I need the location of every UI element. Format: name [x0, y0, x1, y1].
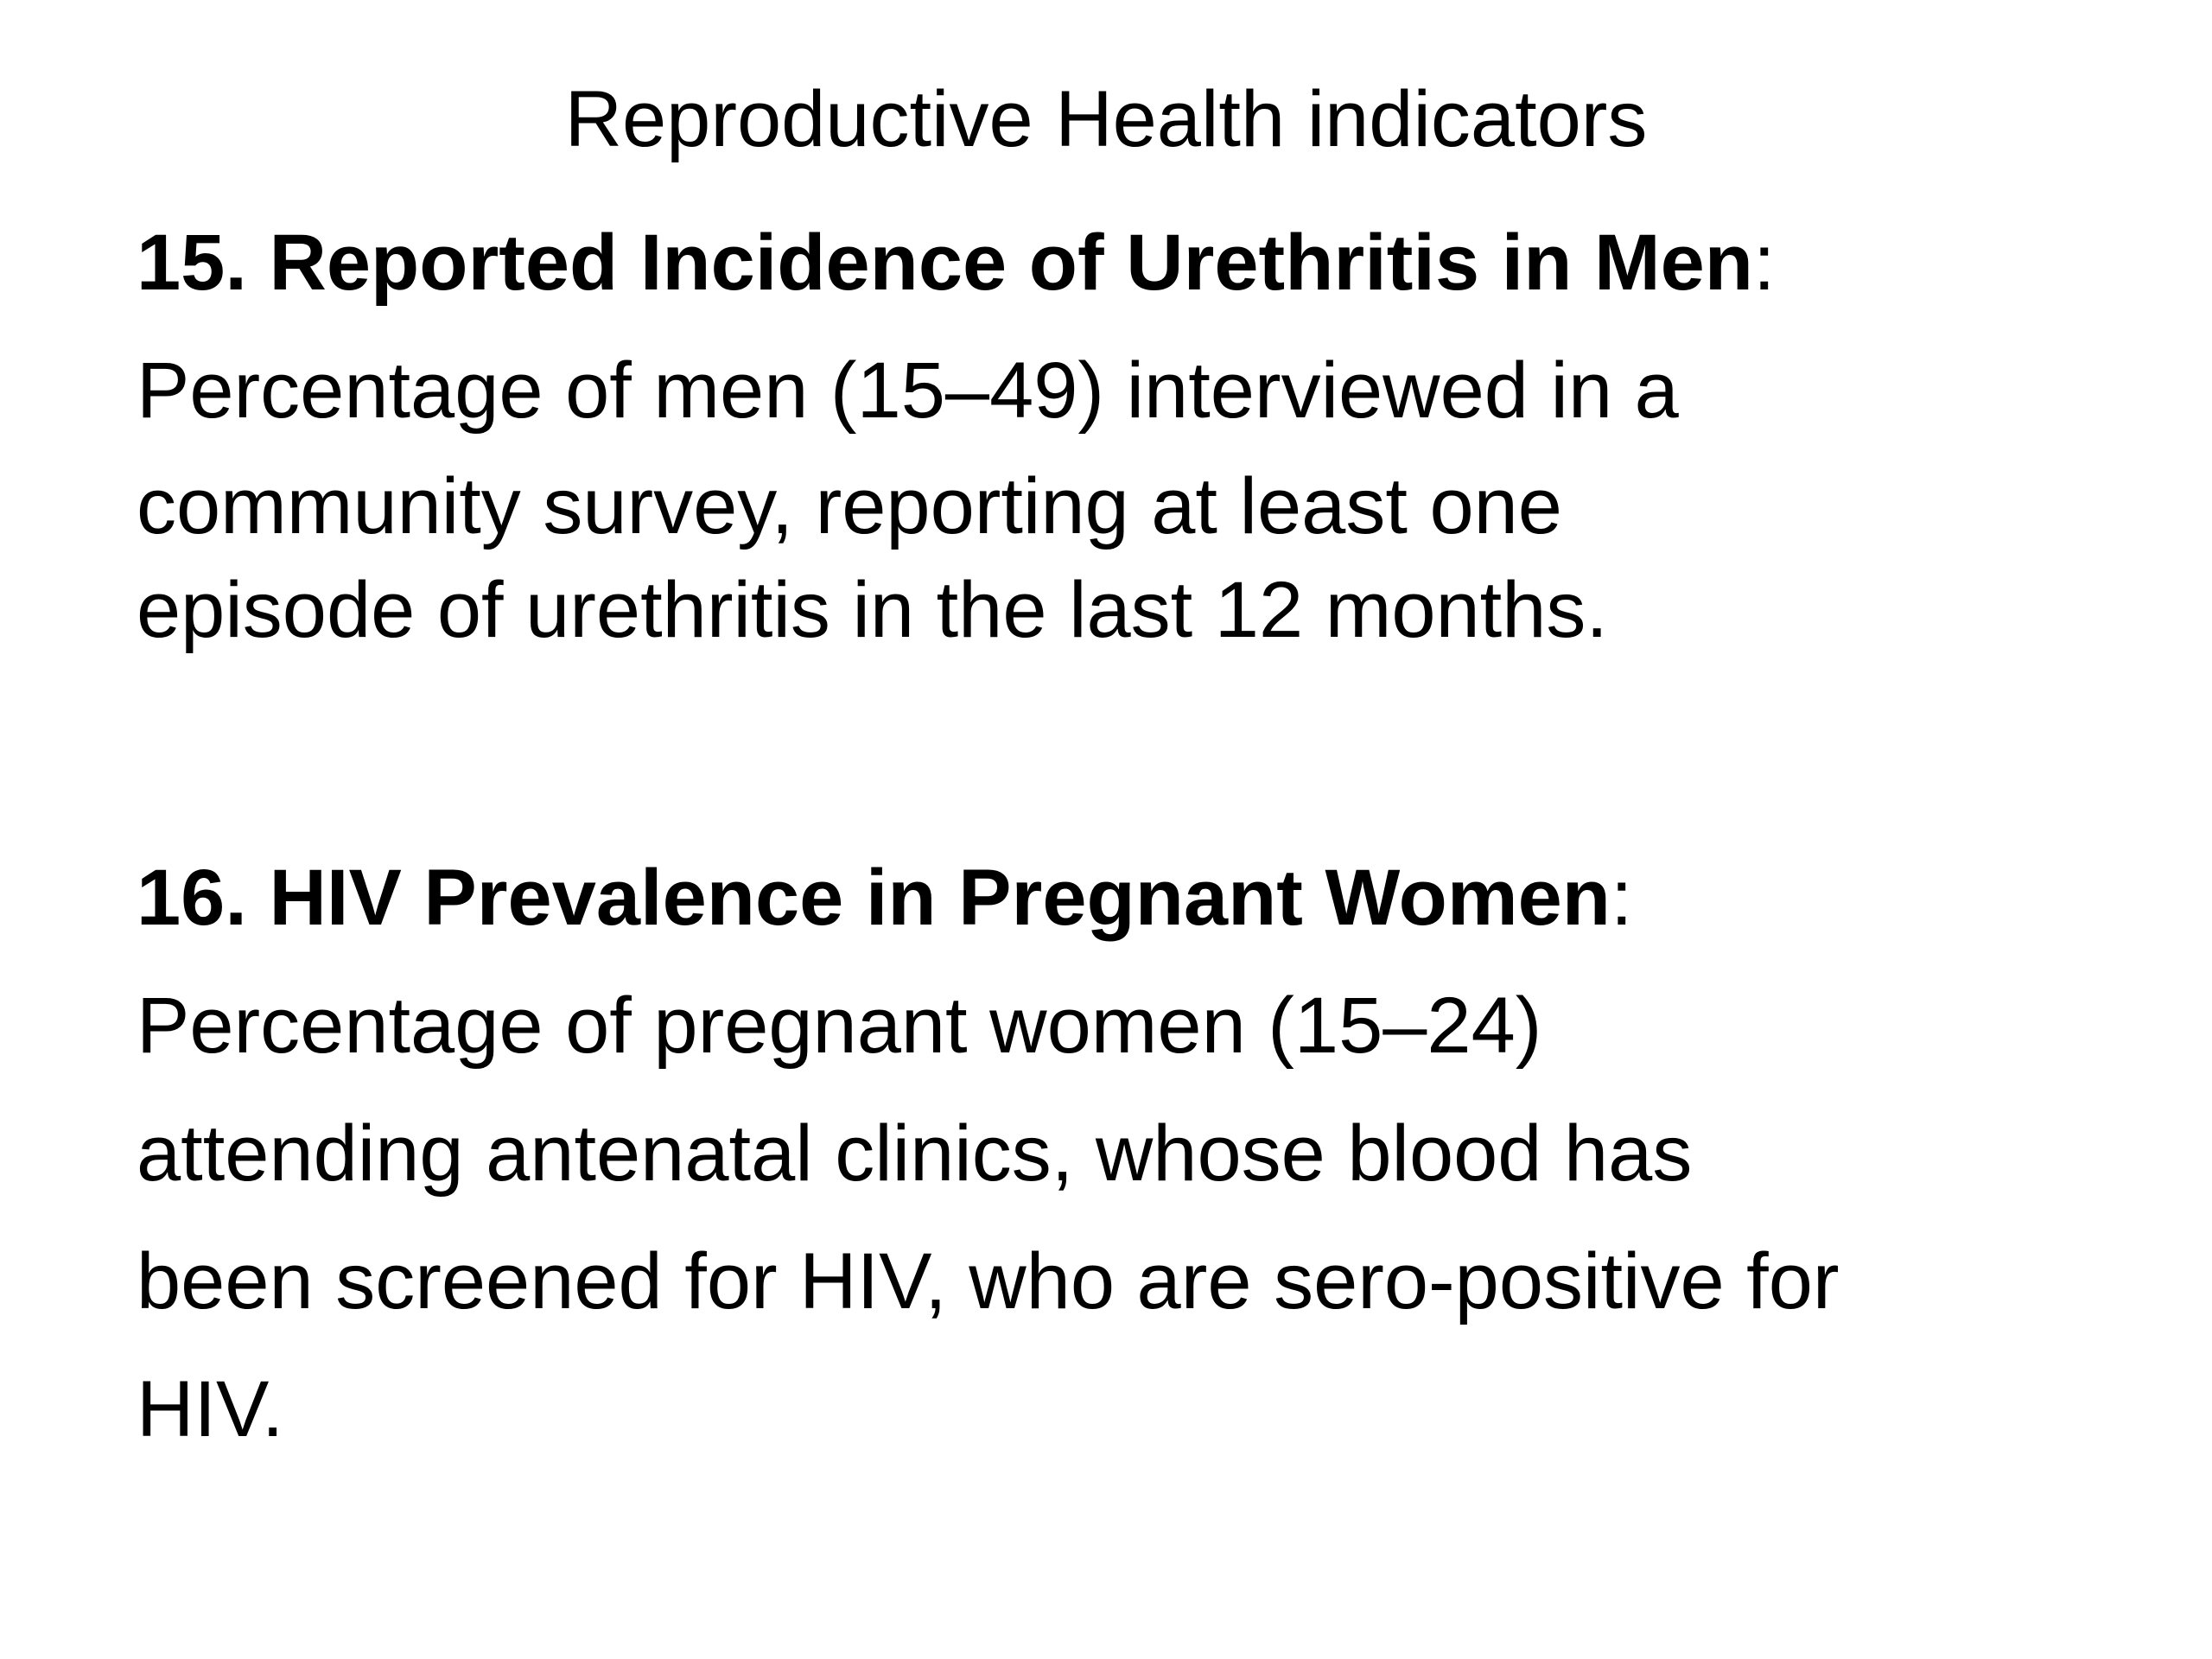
indicator-description-line: been screened for HIV, who are sero-posi… [137, 1237, 1840, 1325]
indicator-16: 16. HIV Prevalence in Pregnant Women: Pe… [137, 834, 2124, 1473]
indicator-heading-text: 16. HIV Prevalence in Pregnant Women [137, 854, 1611, 942]
slide-title: Reproductive Health indicators [564, 75, 1648, 163]
indicator-heading-text: 15. Reported Incidence of Urethritis in … [137, 219, 1753, 307]
indicator-heading-colon: : [1611, 854, 1633, 942]
indicator-description-line: Percentage of men (15–49) interviewed in… [137, 346, 1679, 435]
indicator-heading: 15. Reported Incidence of Urethritis in … [137, 199, 2124, 327]
indicator-heading-colon: : [1753, 219, 1776, 307]
indicator-description-line: Percentage of pregnant women (15–24) [137, 982, 1542, 1070]
indicator-heading: 16. HIV Prevalence in Pregnant Women: [137, 834, 2124, 962]
indicator-15: 15. Reported Incidence of Urethritis in … [137, 199, 2124, 662]
indicator-description-line: episode of urethritis in the last 12 mon… [137, 566, 1608, 654]
indicator-description-line: HIV. [137, 1365, 284, 1453]
indicator-description-line: community survey, reporting at least one [137, 462, 1562, 550]
indicator-description-line: attending antenatal clinics, whose blood… [137, 1109, 1693, 1198]
